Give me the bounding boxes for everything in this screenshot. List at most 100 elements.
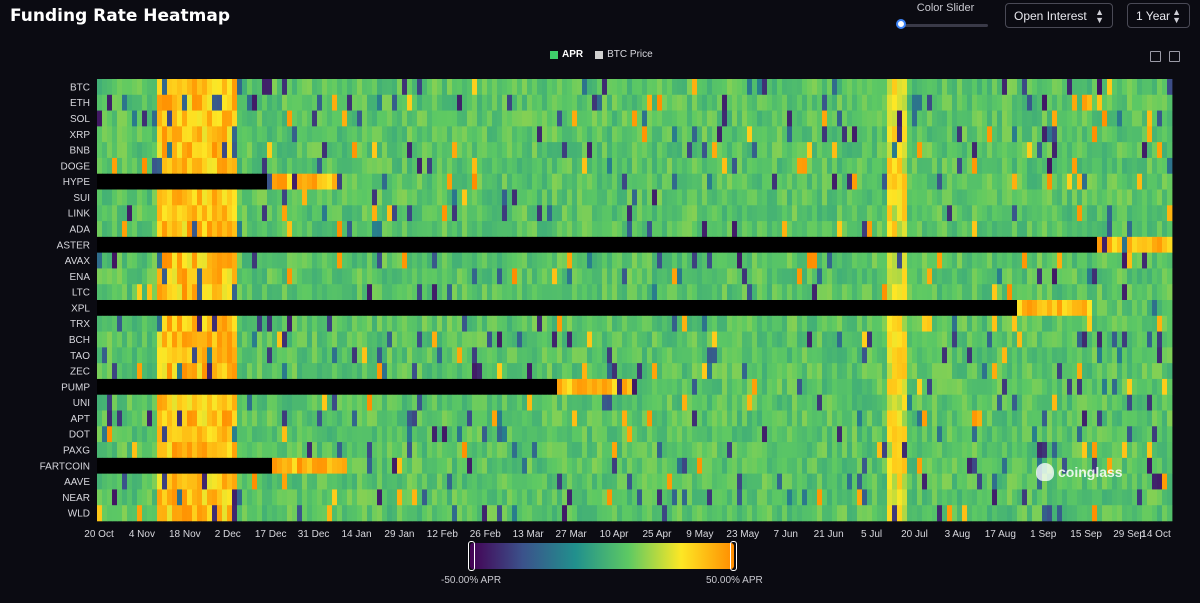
heatmap-cell[interactable] — [332, 315, 338, 332]
heatmap-cell[interactable] — [137, 268, 143, 285]
heatmap-cell[interactable] — [552, 126, 558, 143]
heatmap-cell[interactable] — [252, 300, 258, 317]
heatmap-cell[interactable] — [552, 142, 558, 159]
heatmap-cell[interactable] — [832, 205, 838, 222]
heatmap-cell[interactable] — [742, 126, 748, 143]
heatmap-cell[interactable] — [947, 189, 953, 206]
heatmap-cell[interactable] — [167, 410, 173, 427]
heatmap-cell[interactable] — [242, 126, 248, 143]
heatmap-cell[interactable] — [1002, 221, 1008, 238]
heatmap-cell[interactable] — [227, 189, 233, 206]
heatmap-cell[interactable] — [217, 315, 223, 332]
heatmap-cell[interactable] — [812, 236, 818, 253]
heatmap-cell[interactable] — [607, 142, 613, 159]
heatmap-cell[interactable] — [232, 205, 238, 222]
heatmap-cell[interactable] — [397, 300, 403, 317]
heatmap-cell[interactable] — [367, 426, 373, 443]
heatmap-cell[interactable] — [752, 252, 758, 269]
heatmap-cell[interactable] — [777, 205, 783, 222]
heatmap-cell[interactable] — [407, 157, 413, 175]
heatmap-cell[interactable] — [167, 300, 173, 317]
heatmap-cell[interactable] — [857, 300, 863, 317]
heatmap-cell[interactable] — [112, 284, 118, 301]
heatmap-cell[interactable] — [507, 173, 513, 190]
heatmap-cell[interactable] — [612, 426, 618, 443]
heatmap-cell[interactable] — [1052, 378, 1058, 396]
heatmap-cell[interactable] — [402, 347, 408, 364]
heatmap-cell[interactable] — [1012, 157, 1018, 175]
heatmap-cell[interactable] — [967, 110, 973, 127]
heatmap-cell[interactable] — [632, 315, 638, 332]
heatmap-cell[interactable] — [897, 157, 903, 175]
heatmap-cell[interactable] — [272, 300, 278, 317]
heatmap-cell[interactable] — [427, 236, 433, 253]
heatmap-cell[interactable] — [152, 110, 158, 127]
heatmap-cell[interactable] — [977, 426, 983, 443]
heatmap-cell[interactable] — [292, 315, 298, 332]
heatmap-cell[interactable] — [352, 284, 358, 301]
heatmap-cell[interactable] — [422, 157, 428, 175]
heatmap-cell[interactable] — [792, 79, 798, 96]
heatmap-cell[interactable] — [332, 300, 338, 317]
heatmap-cell[interactable] — [712, 394, 718, 411]
heatmap-cell[interactable] — [187, 126, 193, 143]
heatmap-cell[interactable] — [612, 300, 618, 317]
heatmap-cell[interactable] — [822, 378, 828, 396]
heatmap-cell[interactable] — [832, 363, 838, 380]
heatmap-cell[interactable] — [447, 394, 453, 411]
heatmap-cell[interactable] — [427, 284, 433, 301]
heatmap-cell[interactable] — [317, 315, 323, 332]
heatmap-cell[interactable] — [107, 378, 113, 396]
heatmap-cell[interactable] — [497, 410, 503, 427]
heatmap-cell[interactable] — [952, 347, 958, 364]
heatmap-cell[interactable] — [1047, 110, 1053, 127]
heatmap-cell[interactable] — [1097, 426, 1103, 443]
heatmap-cell[interactable] — [497, 426, 503, 443]
heatmap-cell[interactable] — [1102, 205, 1108, 222]
heatmap-cell[interactable] — [567, 347, 573, 364]
heatmap-cell[interactable] — [767, 284, 773, 301]
heatmap-cell[interactable] — [1107, 394, 1113, 411]
heatmap-cell[interactable] — [672, 284, 678, 301]
heatmap-cell[interactable] — [772, 300, 778, 317]
heatmap-cell[interactable] — [482, 221, 488, 238]
heatmap-cell[interactable] — [537, 157, 543, 175]
heatmap-cell[interactable] — [592, 110, 598, 127]
heatmap-cell[interactable] — [192, 126, 198, 143]
heatmap-cell[interactable] — [532, 110, 538, 127]
heatmap-cell[interactable] — [732, 110, 738, 127]
heatmap-cell[interactable] — [797, 347, 803, 364]
heatmap-cell[interactable] — [1022, 110, 1028, 127]
heatmap-cell[interactable] — [232, 110, 238, 127]
heatmap-cell[interactable] — [492, 378, 498, 396]
heatmap-cell[interactable] — [402, 426, 408, 443]
heatmap-cell[interactable] — [892, 236, 898, 253]
heatmap-cell[interactable] — [462, 157, 468, 175]
heatmap-cell[interactable] — [692, 157, 698, 175]
heatmap-cell[interactable] — [652, 110, 658, 127]
heatmap-cell[interactable] — [882, 110, 888, 127]
heatmap-cell[interactable] — [892, 252, 898, 269]
heatmap-cell[interactable] — [202, 394, 208, 411]
heatmap-cell[interactable] — [1067, 284, 1073, 301]
heatmap-cell[interactable] — [957, 300, 963, 317]
heatmap-cell[interactable] — [647, 173, 653, 190]
heatmap-cell[interactable] — [567, 173, 573, 190]
heatmap-cell[interactable] — [467, 315, 473, 332]
heatmap-cell[interactable] — [297, 331, 303, 348]
heatmap-cell[interactable] — [1042, 142, 1048, 159]
heatmap-cell[interactable] — [237, 110, 243, 127]
heatmap-cell[interactable] — [397, 79, 403, 96]
heatmap-cell[interactable] — [912, 363, 918, 380]
heatmap-cell[interactable] — [487, 94, 493, 111]
heatmap-cell[interactable] — [207, 79, 213, 96]
heatmap-cell[interactable] — [352, 189, 358, 206]
heatmap-cell[interactable] — [677, 410, 683, 427]
heatmap-cell[interactable] — [757, 347, 763, 364]
heatmap-cell[interactable] — [807, 284, 813, 301]
heatmap-cell[interactable] — [842, 268, 848, 285]
heatmap-cell[interactable] — [267, 79, 273, 96]
heatmap-cell[interactable] — [497, 221, 503, 238]
heatmap-cell[interactable] — [727, 347, 733, 364]
heatmap-cell[interactable] — [147, 157, 153, 175]
